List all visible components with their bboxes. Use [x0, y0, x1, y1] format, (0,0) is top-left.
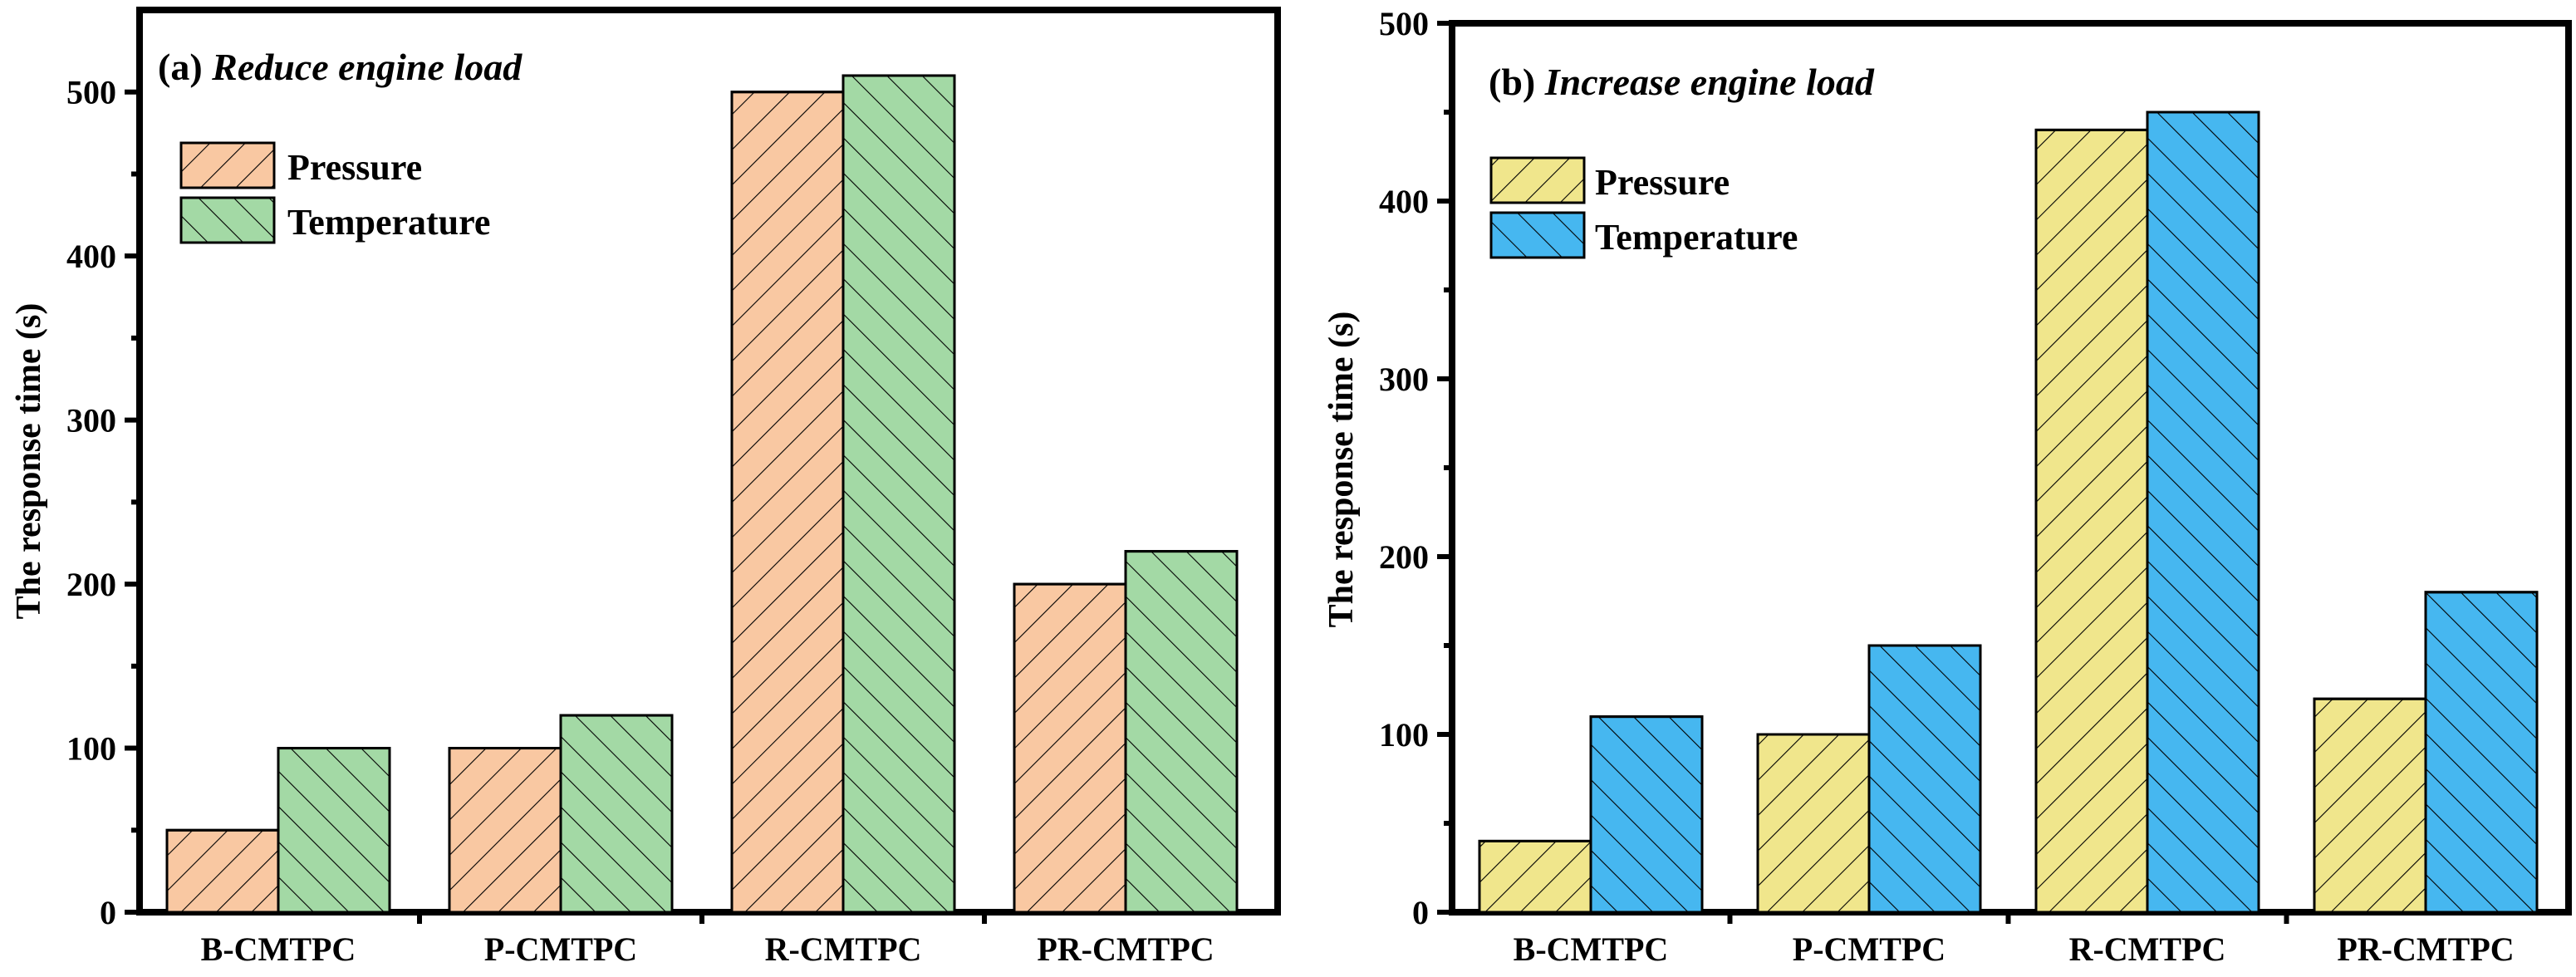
panel-b-bars — [1478, 110, 2539, 914]
panel-b-x-axis: B-CMTPC P-CMTPC R-CMTPC PR-CMTPC — [1514, 912, 2515, 968]
x-tick-label: R-CMTPC — [765, 930, 922, 968]
legend-label-temperature: Temperature — [1595, 217, 1798, 258]
y-tick-label: 100 — [66, 730, 116, 768]
panel-b-y-axis-label: The response time (s) — [1322, 312, 1361, 628]
panel-a-reduce-engine-load: (a) Reduce engine load The response time… — [10, 7, 1281, 968]
x-tick-label: PR-CMTPC — [2337, 930, 2514, 968]
bar-hatch-pressure-pr-cmtpc — [2313, 697, 2427, 914]
panel-a-bars — [165, 74, 1239, 914]
panel-b-legend: Pressure Temperature — [1489, 156, 1798, 259]
panel-a-plot-frame — [136, 7, 1281, 916]
y-tick-label: 100 — [1379, 716, 1429, 754]
legend-label-temperature: Temperature — [287, 202, 490, 243]
bar-hatch-temperature-b-cmtpc — [277, 747, 391, 914]
bar-hatch-temperature-pr-cmtpc — [2424, 591, 2539, 914]
legend-swatch-pressure-hatch — [179, 141, 276, 189]
legend-label-pressure: Pressure — [1595, 162, 1730, 203]
bar-hatch-temperature-r-cmtpc — [841, 74, 956, 914]
panel-b-y-axis: 0 100 200 300 400 500 — [1379, 5, 1452, 931]
bar-hatch-pressure-b-cmtpc — [1478, 839, 1592, 914]
y-tick-label: 500 — [66, 74, 116, 111]
panel-a-x-axis: B-CMTPC P-CMTPC R-CMTPC PR-CMTPC — [201, 912, 1214, 968]
x-tick-label: B-CMTPC — [1514, 930, 1669, 968]
y-tick-label: 200 — [1379, 538, 1429, 576]
bar-hatch-temperature-pr-cmtpc — [1124, 550, 1239, 914]
y-tick-label: 400 — [66, 238, 116, 275]
bar-hatch-pressure-r-cmtpc — [730, 91, 845, 914]
panel-a-title: (a) Reduce engine load — [158, 46, 523, 88]
y-tick-label: 0 — [1412, 894, 1429, 931]
y-tick-label: 200 — [66, 566, 116, 603]
y-tick-label: 300 — [66, 402, 116, 439]
panel-b-title: (b) Increase engine load — [1489, 61, 1875, 103]
bar-hatch-temperature-b-cmtpc — [1589, 715, 1704, 914]
bar-hatch-pressure-r-cmtpc — [2034, 128, 2149, 914]
panel-a-y-axis-label: The response time (s) — [10, 303, 48, 620]
y-tick-label: 300 — [1379, 361, 1429, 398]
bar-hatch-temperature-p-cmtpc — [559, 714, 674, 914]
panel-b-increase-engine-load: (b) Increase engine load The response ti… — [1322, 5, 2572, 968]
x-tick-label: P-CMTPC — [1793, 930, 1945, 968]
y-tick-label: 0 — [100, 894, 116, 931]
bar-hatch-pressure-p-cmtpc — [1756, 733, 1871, 914]
bar-hatch-temperature-r-cmtpc — [2146, 110, 2260, 914]
legend-swatch-temperature-hatch — [1489, 211, 1586, 259]
panel-a-legend: Pressure Temperature — [179, 141, 490, 244]
legend-swatch-temperature-hatch — [179, 196, 276, 244]
bar-hatch-pressure-p-cmtpc — [448, 747, 562, 914]
bar-hatch-pressure-b-cmtpc — [165, 828, 280, 914]
bar-hatch-pressure-pr-cmtpc — [1013, 582, 1127, 914]
x-tick-label: PR-CMTPC — [1037, 930, 1214, 968]
y-tick-label: 500 — [1379, 5, 1429, 42]
y-tick-label: 400 — [1379, 183, 1429, 220]
x-tick-label: R-CMTPC — [2069, 930, 2226, 968]
panel-a-y-axis: 0 100 200 300 400 500 — [66, 74, 140, 931]
x-tick-label: P-CMTPC — [484, 930, 637, 968]
legend-swatch-pressure-hatch — [1489, 156, 1586, 204]
legend-label-pressure: Pressure — [287, 147, 422, 188]
bar-hatch-temperature-p-cmtpc — [1867, 644, 1982, 914]
x-tick-label: B-CMTPC — [201, 930, 356, 968]
